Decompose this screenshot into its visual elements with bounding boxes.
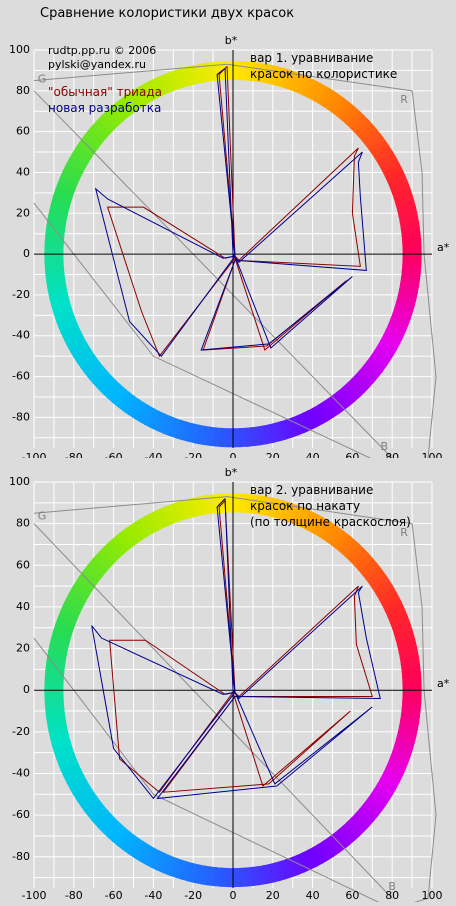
y-tick-label: -80 <box>12 850 30 863</box>
x-tick-label: -20 <box>184 889 202 902</box>
y-tick-label: 80 <box>16 84 30 97</box>
reference-label: G <box>38 73 47 86</box>
chart-annotation: вар 1. уравнивание <box>250 51 373 65</box>
y-tick-label: -40 <box>12 766 30 779</box>
credit-email: pylski@yandex.ru <box>48 58 146 71</box>
y-tick-label: 60 <box>16 558 30 571</box>
x-tick-label: 40 <box>306 451 320 458</box>
x-tick-label: 80 <box>385 451 399 458</box>
x-tick-label: -80 <box>65 889 83 902</box>
x-tick-label: 0 <box>230 451 237 458</box>
x-tick-label: 80 <box>385 889 399 902</box>
x-tick-label: -100 <box>22 889 47 902</box>
chart-annotation: вар 2. уравнивание <box>250 483 373 497</box>
y-tick-label: -60 <box>12 808 30 821</box>
x-tick-label: 60 <box>345 889 359 902</box>
page-title: Сравнение колористики двух красок <box>40 6 294 21</box>
y-tick-label: 100 <box>9 43 30 56</box>
legend-entry: новая разработка <box>48 101 161 115</box>
x-tick-label: -100 <box>22 451 47 458</box>
y-tick-label: -20 <box>12 725 30 738</box>
y-axis-label: b* <box>225 34 238 47</box>
chart-annotation: (по толщине краскослоя) <box>250 515 411 529</box>
legend-entry: "обычная" триада <box>48 85 162 99</box>
y-tick-label: 20 <box>16 642 30 655</box>
x-tick-label: -80 <box>65 451 83 458</box>
x-tick-label: 40 <box>306 889 320 902</box>
reference-label: G <box>38 509 47 522</box>
x-axis-label: a* <box>437 241 450 254</box>
y-tick-label: 100 <box>9 475 30 488</box>
x-axis-label: a* <box>437 677 450 690</box>
x-tick-label: 20 <box>266 451 280 458</box>
y-axis-label: b* <box>225 466 238 479</box>
x-tick-label: 60 <box>345 451 359 458</box>
reference-label: R <box>400 93 408 106</box>
x-tick-label: 100 <box>422 451 443 458</box>
y-tick-label: 40 <box>16 600 30 613</box>
x-tick-label: -60 <box>105 889 123 902</box>
x-tick-label: 20 <box>266 889 280 902</box>
chart-annotation: красок по накату <box>250 499 360 513</box>
x-tick-label: 0 <box>230 889 237 902</box>
y-tick-label: 0 <box>23 683 30 696</box>
y-tick-label: 60 <box>16 125 30 138</box>
y-tick-label: -80 <box>12 410 30 423</box>
x-tick-label: 100 <box>422 889 443 902</box>
x-tick-label: -40 <box>144 889 162 902</box>
y-tick-label: -60 <box>12 370 30 383</box>
x-tick-label: -20 <box>184 451 202 458</box>
y-tick-label: 80 <box>16 517 30 530</box>
y-tick-label: -40 <box>12 329 30 342</box>
x-tick-label: -60 <box>105 451 123 458</box>
chart-annotation: красок по колористике <box>250 67 397 81</box>
x-tick-label: -40 <box>144 451 162 458</box>
y-tick-label: 0 <box>23 247 30 260</box>
credit-site: rudtp.pp.ru © 2006 <box>48 44 156 57</box>
y-tick-label: -20 <box>12 288 30 301</box>
y-tick-label: 20 <box>16 206 30 219</box>
y-tick-label: 40 <box>16 165 30 178</box>
